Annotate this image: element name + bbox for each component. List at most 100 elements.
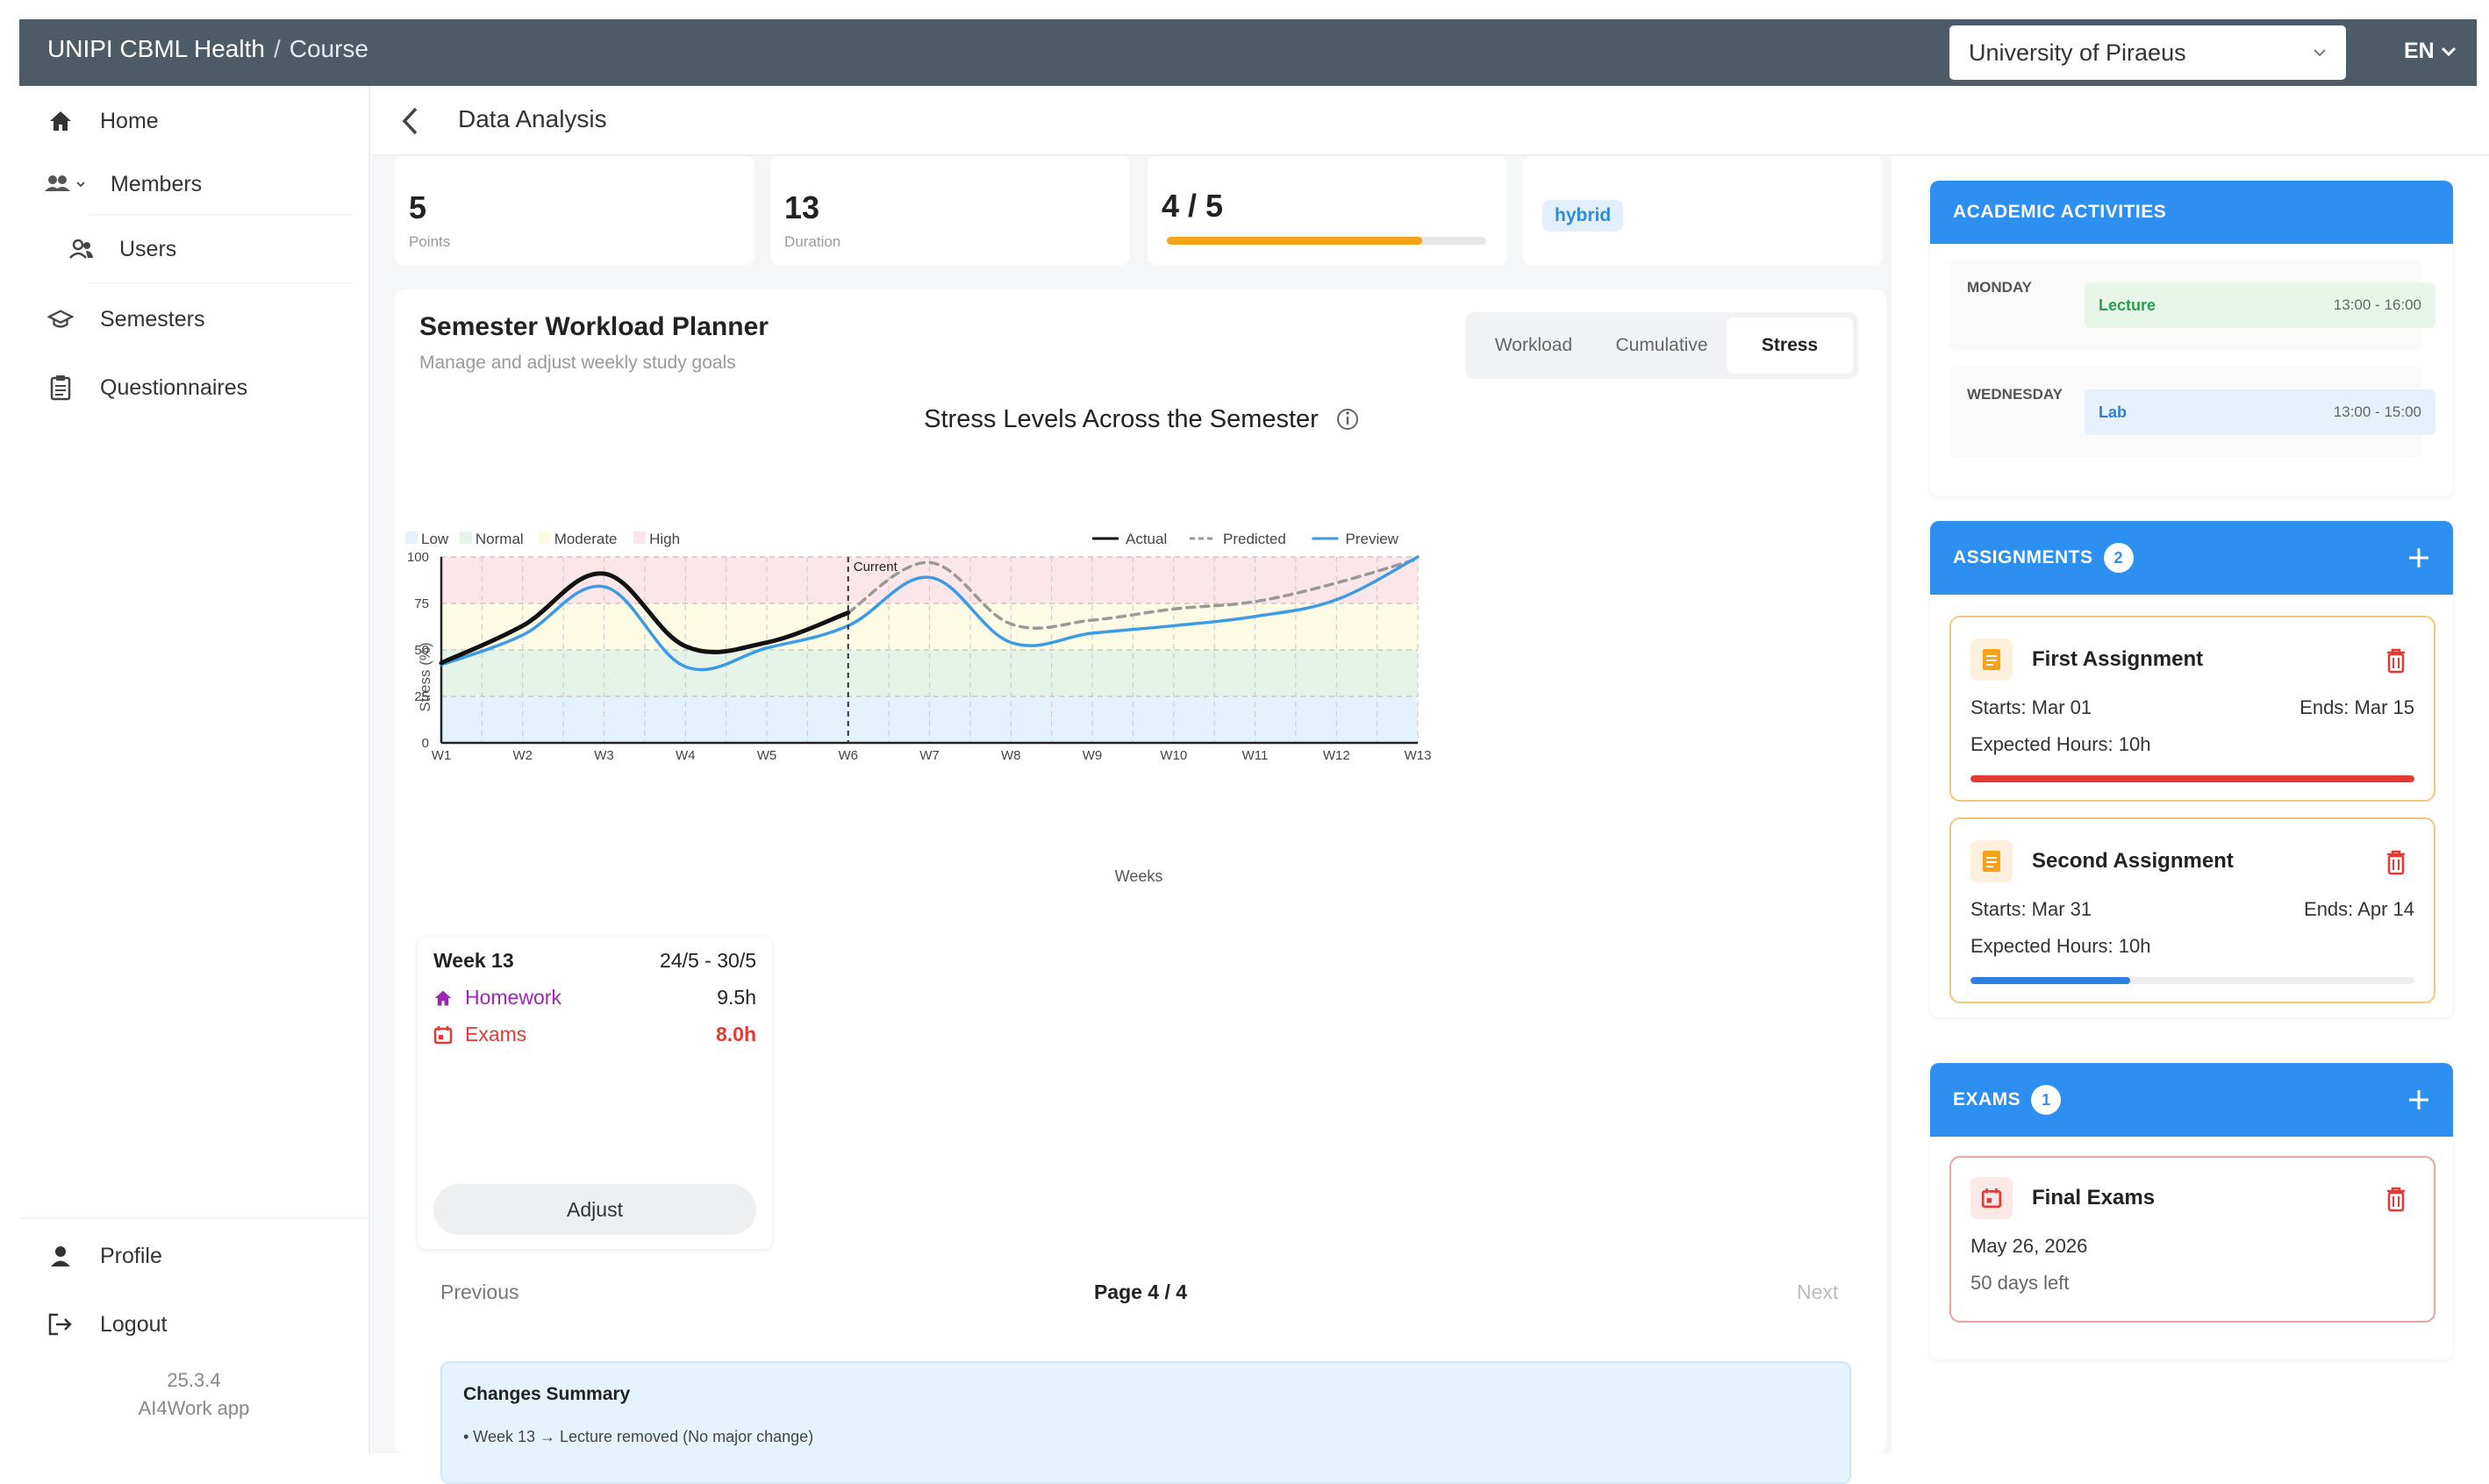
chart-title: Stress Levels Across the Semester xyxy=(924,405,1319,433)
stat-card-progress: 4 / 5 xyxy=(1148,156,1507,265)
breadcrumb-course[interactable]: Course xyxy=(289,35,368,62)
app-name[interactable]: UNIPI CBML Health xyxy=(47,35,265,62)
points-label: Points xyxy=(409,233,451,250)
sidebar-item-label: Semesters xyxy=(100,306,205,332)
assignment-progress-fill xyxy=(1970,977,2131,984)
tab-workload[interactable]: Workload xyxy=(1494,335,1573,355)
legend-label-low: Low xyxy=(421,531,449,547)
x-tick-label: W11 xyxy=(1242,748,1269,763)
activity-row-monday[interactable]: MONDAY Lecture 13:00 - 16:00 xyxy=(1949,260,2435,351)
assignments-count-badge: 2 xyxy=(2103,543,2134,573)
changes-summary-item: • Week 13 → Lecture removed (No major ch… xyxy=(463,1428,814,1445)
workload-planner-card: Semester Workload Planner Manage and adj… xyxy=(395,289,1886,1484)
activity-name: Lecture xyxy=(2099,296,2156,314)
activity-row-wednesday[interactable]: WEDNESDAY Lab 13:00 - 15:00 xyxy=(1949,367,2435,458)
divider xyxy=(89,214,353,216)
y-tick-label: 50 xyxy=(414,643,429,658)
series-line-preview xyxy=(440,555,1420,672)
progress-bar xyxy=(1167,237,1486,245)
legend-label-preview: Preview xyxy=(1346,531,1399,547)
next-button[interactable]: Next xyxy=(1797,1281,1839,1303)
assignment-hours-row: Expected Hours: 10h xyxy=(1970,733,2414,756)
homework-label: Homework xyxy=(465,986,561,1009)
legend-swatch-low xyxy=(405,532,418,544)
delete-icon[interactable] xyxy=(2385,1186,2407,1212)
home-icon xyxy=(434,990,452,1005)
chevron-down-icon xyxy=(2441,46,2456,56)
legend-label-predicted: Predicted xyxy=(1223,531,1286,547)
planner-title: Semester Workload Planner xyxy=(419,312,769,341)
exam-card[interactable]: Final Exams May 26, 2026 50 days left xyxy=(1949,1156,2435,1323)
academic-activities-header: ACADEMIC ACTIVITIES xyxy=(1930,181,2453,244)
x-tick-label: W9 xyxy=(1083,748,1103,763)
add-exam-button[interactable] xyxy=(2407,1082,2430,1117)
activity-time: 13:00 - 16:00 xyxy=(2333,296,2421,313)
y-axis-title: Stress (%) xyxy=(417,642,433,711)
calendar-icon xyxy=(1970,1177,2013,1219)
plus-icon xyxy=(2409,1090,2428,1109)
info-icon[interactable] xyxy=(1337,409,1358,430)
exams-panel: EXAMS 1 Final Exams May 26, 2026 50 days… xyxy=(1930,1063,2453,1359)
progress-text: 4 / 5 xyxy=(1162,188,1224,224)
breadcrumb: UNIPI CBML Health / Course xyxy=(47,35,368,63)
assignments-header: ASSIGNMENTS 2 xyxy=(1930,521,2453,595)
x-tick-label: W1 xyxy=(432,748,452,763)
changes-summary: Changes Summary • Week 13 → Lecture remo… xyxy=(440,1361,1851,1484)
sidebar-item-label: Questionnaires xyxy=(100,375,248,400)
assignment-card[interactable]: Second Assignment Starts: Mar 31 Ends: A… xyxy=(1949,817,2435,1003)
sidebar-item-members[interactable]: Members xyxy=(19,156,368,212)
sidebar-item-home[interactable]: Home xyxy=(19,93,368,149)
clipboard-icon xyxy=(47,375,74,401)
y-tick-label: 25 xyxy=(414,689,429,704)
stress-chart: Stress Levels Across the Semester Low Nor… xyxy=(405,405,1431,885)
sidebar-item-label: Profile xyxy=(100,1243,162,1268)
language-select[interactable]: EN xyxy=(2404,39,2457,64)
planner-subtitle: Manage and adjust weekly study goals xyxy=(419,353,736,373)
users-icon xyxy=(68,236,95,262)
previous-button[interactable]: Previous xyxy=(440,1281,519,1303)
assignment-dates: Starts: Mar 01 Ends: Mar 15 xyxy=(1970,696,2414,719)
sidebar-item-profile[interactable]: Profile xyxy=(19,1228,368,1284)
legend-swatch-moderate xyxy=(538,532,551,544)
activity-pill-lecture[interactable]: Lecture 13:00 - 16:00 xyxy=(2085,282,2435,328)
home-icon xyxy=(47,108,74,134)
sidebar-item-logout[interactable]: Logout xyxy=(19,1296,368,1352)
university-select[interactable]: University of Piraeus xyxy=(1949,25,2346,80)
exam-days-left: 50 days left xyxy=(1970,1272,2070,1294)
duration-value: 13 xyxy=(784,189,820,225)
adjust-button[interactable]: Adjust xyxy=(433,1184,756,1235)
sidebar-item-users[interactable]: Users xyxy=(19,221,368,277)
x-tick-label: W2 xyxy=(513,748,533,763)
add-assignment-button[interactable] xyxy=(2407,540,2430,575)
version-number: 25.3.4 xyxy=(167,1369,221,1391)
assignment-card[interactable]: First Assignment Starts: Mar 01 Ends: Ma… xyxy=(1949,616,2435,802)
page-indicator: Page 4 / 4 xyxy=(1093,1281,1188,1303)
sidebar-item-semesters[interactable]: Semesters xyxy=(19,291,368,347)
sidebar-item-questionnaires[interactable]: Questionnaires xyxy=(19,360,368,416)
exam-date: May 26, 2026 xyxy=(1970,1235,2088,1257)
x-tick-label: W8 xyxy=(1001,748,1021,763)
divider xyxy=(19,1217,368,1219)
assignment-hours: Expected Hours: 10h xyxy=(1970,733,2151,755)
y-tick-label: 100 xyxy=(407,550,429,565)
chevron-left-icon xyxy=(402,107,418,135)
legend-swatch-normal xyxy=(459,532,472,544)
back-button[interactable] xyxy=(393,103,428,139)
academic-activities-title: ACADEMIC ACTIVITIES xyxy=(1953,202,2167,222)
page-title: Data Analysis xyxy=(458,105,607,132)
tab-stress[interactable]: Stress xyxy=(1727,317,1853,374)
tab-cumulative[interactable]: Cumulative xyxy=(1615,335,1708,355)
assignment-progress-fill xyxy=(1970,775,2414,782)
stat-card-mode: hybrid xyxy=(1523,156,1883,265)
language-value: EN xyxy=(2404,39,2435,63)
week-label: Week 13 xyxy=(433,949,514,972)
activity-pill-lab[interactable]: Lab 13:00 - 15:00 xyxy=(2085,389,2435,435)
stat-card-points: 5 Points xyxy=(395,156,755,265)
exams-value: 8.0h xyxy=(715,1023,756,1045)
logout-icon xyxy=(47,1311,74,1338)
delete-icon[interactable] xyxy=(2385,849,2407,875)
delete-icon[interactable] xyxy=(2385,647,2407,674)
week-row-homework: Homework 9.5h xyxy=(433,986,756,1010)
x-tick-label: W6 xyxy=(839,748,859,763)
exams-label: Exams xyxy=(465,1023,527,1045)
